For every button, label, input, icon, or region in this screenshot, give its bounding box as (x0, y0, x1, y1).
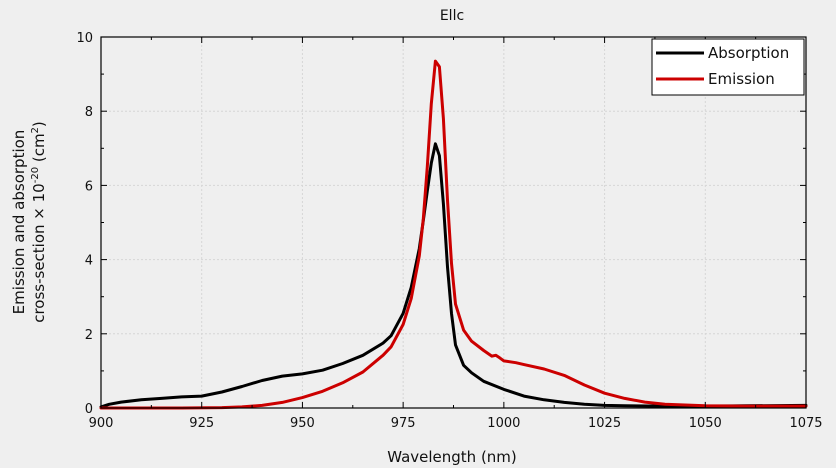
y-tick-label: 8 (85, 105, 93, 120)
x-tick-label: 975 (391, 416, 416, 431)
series-line-absorption (99, 142, 808, 409)
series-layer (99, 59, 808, 410)
x-tick-label: 925 (189, 416, 214, 431)
y-axis-unit-open: (cm (30, 133, 48, 166)
x-tick-label: 1025 (588, 416, 621, 431)
x-tick-label: 1000 (487, 416, 520, 431)
x-tick-label: 1050 (689, 416, 722, 431)
y-axis-title: Emission and absorption cross-section × … (10, 121, 48, 323)
y-axis-unit-close: ) (30, 121, 48, 127)
y-tick-label: 10 (76, 31, 93, 46)
legend-label: Absorption (708, 44, 789, 62)
y-tick-label: 2 (85, 328, 93, 343)
x-axis-title: Wavelength (nm) (387, 448, 517, 466)
x-tick-label: 900 (89, 416, 114, 431)
chart-title: Ellc (440, 8, 464, 24)
x-tick-label: 1075 (789, 416, 822, 431)
x-tick-label: 950 (290, 416, 315, 431)
y-tick-label: 4 (85, 254, 93, 269)
y-axis-title-line2: cross-section × 10 (30, 183, 48, 323)
legend-label: Emission (708, 70, 775, 88)
y-axis-exponent: -20 (30, 167, 41, 183)
svg-text:Emission and absorption: Emission and absorption (10, 130, 28, 315)
axis-ticks: 900 925 950 975 1000 1025 1050 1075 0 2 4 6 8 10 (76, 31, 822, 431)
y-tick-label: 6 (85, 179, 93, 194)
svg-text:cross-section × 10-20 (cm2): cross-section × 10-20 (cm2) (30, 121, 48, 323)
legend: Absorption Emission (651, 38, 805, 96)
y-axis-title-line1: Emission and absorption (10, 130, 28, 315)
legend-box (651, 38, 805, 96)
y-tick-label: 0 (85, 402, 93, 417)
series-line-emission (99, 59, 808, 410)
y-axis-unit-exponent: 2 (30, 127, 41, 133)
